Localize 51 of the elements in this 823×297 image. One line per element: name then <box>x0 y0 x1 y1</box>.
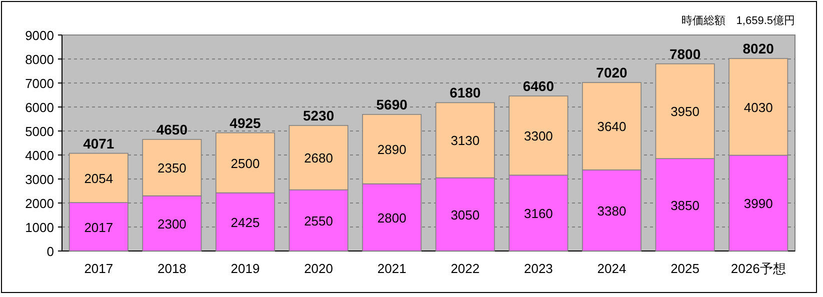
x-tick-label: 2018 <box>157 261 186 276</box>
y-tick-label: 2000 <box>25 196 54 211</box>
x-tick-label: 2026予想 <box>730 261 786 276</box>
text: 時価総額 1,659.5億円 <box>681 14 795 27</box>
total-label: 6180 <box>450 84 481 101</box>
y-tick-label: 3000 <box>25 172 54 187</box>
x-tick-label: 2021 <box>377 261 406 276</box>
data-label: 3850 <box>670 198 700 213</box>
data-label: 3300 <box>524 128 553 144</box>
total-label: 5690 <box>376 96 408 112</box>
total-label: 4925 <box>230 114 262 131</box>
data-label: 3950 <box>670 104 700 120</box>
data-label: 3160 <box>524 206 553 222</box>
y-tick-label: 5000 <box>25 124 54 139</box>
x-tick-label: 2025 <box>670 261 700 276</box>
data-label: 2500 <box>230 156 260 171</box>
data-label: 3380 <box>597 203 626 218</box>
data-label: 2680 <box>304 150 334 166</box>
x-tick-label: 2019 <box>230 261 260 276</box>
y-tick-label: 8000 <box>25 52 54 67</box>
data-label: 2350 <box>157 160 186 176</box>
total-label: 6460 <box>522 78 554 94</box>
x-tick-label: 2017 <box>84 261 114 276</box>
data-label: 2800 <box>377 210 406 226</box>
x-tick-label: 2022 <box>450 261 480 276</box>
y-tick-label: 7000 <box>25 76 54 91</box>
y-tick-label: 1000 <box>25 220 54 235</box>
data-label: 3640 <box>597 119 626 134</box>
total-label: 5230 <box>302 107 334 124</box>
data-label: 3050 <box>450 207 480 222</box>
data-label: 2890 <box>377 142 406 158</box>
data-label: 2017 <box>84 220 114 235</box>
total-label: 4650 <box>156 121 188 138</box>
total-label: 7800 <box>669 46 701 62</box>
total-label: 4071 <box>83 135 114 152</box>
y-tick-label: 4000 <box>25 148 54 163</box>
data-label: 2054 <box>84 170 114 186</box>
total-label: 8020 <box>742 40 774 57</box>
y-tick-label: 0 <box>46 244 54 259</box>
total-label: 7020 <box>596 64 628 81</box>
x-tick-label: 2023 <box>524 261 553 276</box>
x-tick-label: 2020 <box>304 261 334 276</box>
data-label: 3130 <box>450 133 480 148</box>
data-label: 4030 <box>744 100 773 115</box>
y-tick-label: 9000 <box>25 28 54 43</box>
data-label: 3990 <box>744 196 773 212</box>
data-label: 2425 <box>230 214 260 230</box>
x-tick-label: 2024 <box>597 261 626 276</box>
y-tick-label: 6000 <box>25 100 54 115</box>
data-label: 2550 <box>304 213 334 228</box>
data-label: 2300 <box>157 216 186 232</box>
